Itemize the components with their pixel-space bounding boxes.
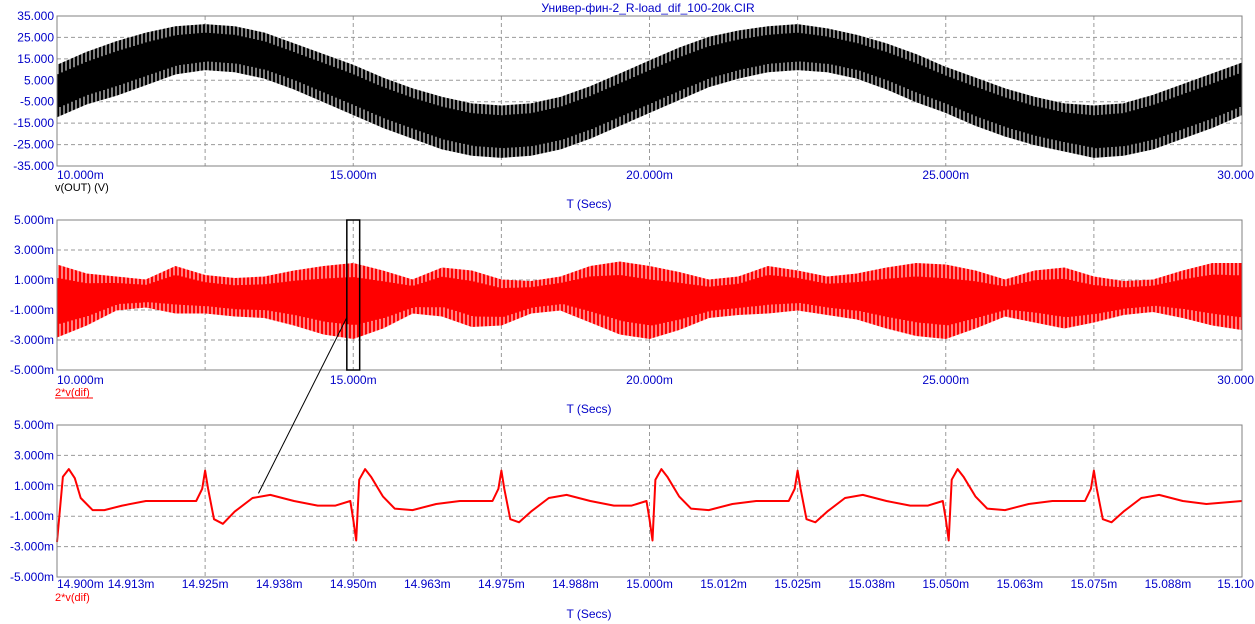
panel-dif: 5.000m3.000m1.000m-1.000m-3.000m-5.000m1… [10, 213, 1254, 416]
y-tick-label: 5.000 [24, 73, 54, 87]
y-tick-label: -5.000m [10, 363, 54, 377]
y-tick-label: -5.000m [10, 570, 54, 584]
x-tick-label: 20.000m [626, 373, 673, 387]
trace-label: v(OUT) (V) [55, 182, 109, 194]
x-tick-label: 15.000m [330, 168, 377, 182]
x-tick-label: 14.925m [182, 577, 229, 591]
y-tick-label: -1.000m [10, 303, 54, 317]
y-tick-label: 5.000m [14, 213, 54, 227]
trace-line [56, 468, 1243, 543]
y-tick-label: 3.000m [14, 243, 54, 257]
x-tick-label: 14.963m [404, 577, 451, 591]
y-tick-label: 15.000 [17, 52, 54, 66]
y-tick-label: -3.000m [10, 333, 54, 347]
y-tick-label: -25.000 [13, 138, 54, 152]
x-axis-label: T (Secs) [566, 402, 611, 416]
x-axis-label: T (Secs) [566, 197, 611, 211]
x-tick-label: 30.000 [1217, 373, 1254, 387]
x-tick-label: 14.938m [256, 577, 303, 591]
y-tick-label: -3.000m [10, 540, 54, 554]
y-tick-label: 25.000 [17, 30, 54, 44]
plot-frame [56, 15, 1243, 167]
x-tick-label: 14.900m [57, 577, 104, 591]
x-tick-label: 15.012m [700, 577, 747, 591]
y-tick-label: 5.000m [14, 418, 54, 432]
x-tick-label: 10.000m [57, 168, 104, 182]
trace-label: 2*v(dif) [55, 592, 90, 604]
y-tick-label: -35.000 [13, 159, 54, 173]
trace-band-texture [57, 23, 1241, 159]
plot-frame [56, 219, 1243, 371]
x-tick-label: 25.000m [922, 373, 969, 387]
x-tick-label: 15.100 [1217, 577, 1254, 591]
window-title: Универ-фин-2_R-load_dif_100-20k.CIR [541, 1, 755, 15]
y-tick-label: 35.000 [17, 9, 54, 23]
x-tick-label: 20.000m [626, 168, 673, 182]
x-tick-label: 25.000m [922, 168, 969, 182]
y-tick-label: -15.000 [13, 116, 54, 130]
x-tick-label: 14.950m [330, 577, 377, 591]
x-tick-label: 15.038m [848, 577, 895, 591]
zoom-callout [258, 219, 361, 494]
plot-frame [56, 424, 1243, 578]
panel-out: 35.000 25.000 15.000 5.000 -5.000 -15.000 -25.… [13, 9, 1254, 211]
x-tick-label: 15.050m [922, 577, 969, 591]
y-tick-label: -1.000m [10, 509, 54, 523]
trace-band-texture [57, 260, 1241, 341]
zoom-callout-line [258, 317, 348, 494]
x-tick-label: 14.988m [552, 577, 599, 591]
y-tick-label: -5.000 [20, 95, 54, 109]
x-tick-label: 15.000m [330, 373, 377, 387]
zoom-box [346, 219, 361, 371]
x-tick-label: 15.075m [1071, 577, 1118, 591]
x-tick-label: 30.000 [1217, 168, 1254, 182]
y-tick-label: 3.000m [14, 448, 54, 462]
x-tick-label: 14.913m [108, 577, 155, 591]
x-tick-label: 15.088m [1145, 577, 1192, 591]
x-tick-label: 15.025m [774, 577, 821, 591]
trace-label: 2*v(dif) [55, 387, 90, 399]
x-tick-label: 15.000m [626, 577, 673, 591]
x-tick-label: 10.000m [57, 373, 104, 387]
x-axis-label: T (Secs) [566, 607, 611, 621]
y-tick-label: 1.000m [14, 273, 54, 287]
x-tick-label: 14.975m [478, 577, 525, 591]
y-tick-label: 1.000m [14, 479, 54, 493]
x-tick-label: 15.063m [996, 577, 1043, 591]
